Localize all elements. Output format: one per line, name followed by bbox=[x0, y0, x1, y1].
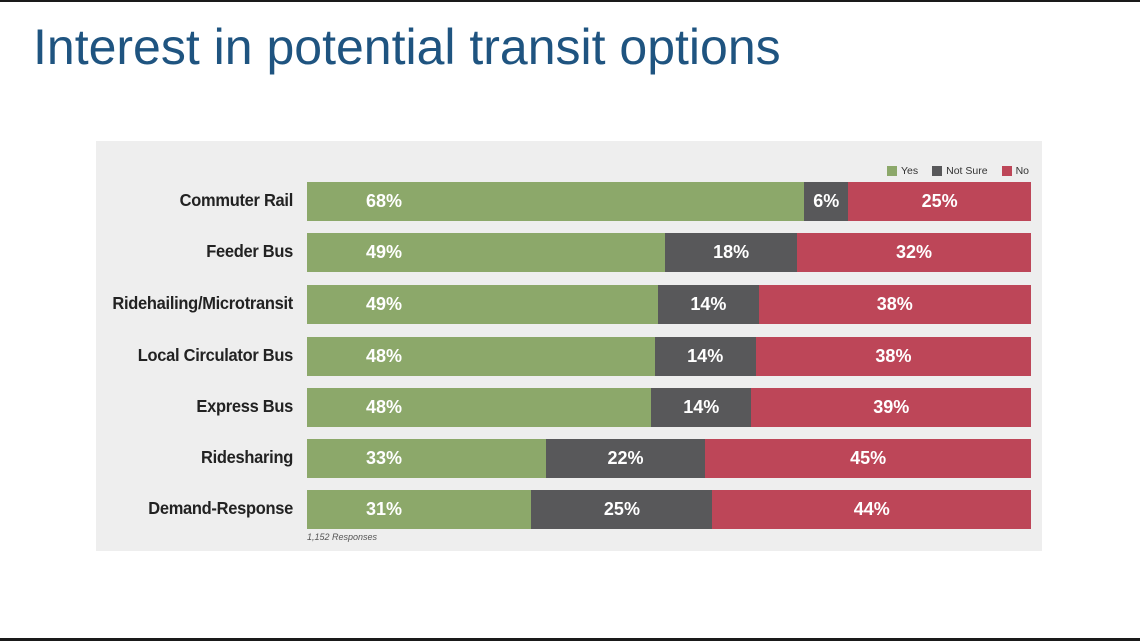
bar-segment-not-sure bbox=[804, 182, 849, 221]
bar-row: 48% 14% 39% bbox=[307, 388, 1031, 427]
bar-row: 48% 14% 38% bbox=[307, 337, 1031, 376]
legend-item-no: No bbox=[1001, 165, 1029, 177]
bar-segment-yes bbox=[307, 285, 659, 324]
bar-segment-no bbox=[751, 388, 1031, 427]
bar-segment-not-sure bbox=[654, 337, 756, 376]
bar-row: 49% 18% 32% bbox=[307, 233, 1031, 272]
legend-swatch bbox=[932, 166, 943, 176]
data-label: 14% bbox=[687, 346, 724, 366]
bar-segment-not-sure bbox=[531, 490, 713, 529]
data-label: 32% bbox=[895, 242, 932, 262]
data-label: 39% bbox=[873, 397, 910, 417]
data-label: 14% bbox=[690, 294, 727, 314]
legend-item-yes: Yes bbox=[886, 165, 919, 177]
bar-segment-not-sure bbox=[651, 388, 752, 427]
category-label: Ridesharing bbox=[201, 447, 293, 467]
data-label: 45% bbox=[850, 448, 887, 468]
category-label: Commuter Rail bbox=[179, 190, 294, 210]
bar-segment-not-sure bbox=[545, 439, 706, 478]
legend-label: Yes bbox=[900, 165, 919, 177]
category-label: Local Circulator Bus bbox=[137, 345, 294, 365]
bar-segment-yes bbox=[307, 388, 652, 427]
category-label: Demand-Response bbox=[148, 498, 293, 518]
bar-row: 68% 6% 25% bbox=[307, 182, 1031, 221]
data-label: 49% bbox=[365, 242, 403, 262]
data-label: 38% bbox=[875, 346, 912, 366]
data-label: 38% bbox=[876, 294, 913, 314]
top-rule bbox=[0, 0, 1140, 2]
bar-segment-no bbox=[758, 285, 1031, 324]
bar-row: 31% 25% 44% bbox=[307, 490, 1031, 529]
data-label: 68% bbox=[365, 191, 403, 211]
legend-swatch bbox=[886, 166, 897, 176]
category-label: Ridehailing/Microtransit bbox=[112, 293, 293, 313]
data-label: 18% bbox=[713, 242, 750, 262]
data-label: 48% bbox=[365, 346, 403, 366]
data-label: 22% bbox=[607, 448, 644, 468]
bar-segment-no bbox=[755, 337, 1031, 376]
bar-segment-yes bbox=[307, 182, 805, 221]
bar-segment-no bbox=[705, 439, 1031, 478]
bar-segment-no bbox=[796, 233, 1031, 272]
bottom-rule bbox=[0, 638, 1140, 641]
bar-segment-no bbox=[848, 182, 1031, 221]
slide-title: Interest in potential transit options bbox=[33, 19, 781, 75]
bar-segment-yes bbox=[307, 490, 532, 529]
data-label: 48% bbox=[365, 397, 403, 417]
data-label: 31% bbox=[365, 499, 403, 519]
data-label: 49% bbox=[365, 294, 403, 314]
legend-swatch bbox=[1001, 166, 1012, 176]
data-label: 33% bbox=[365, 448, 403, 468]
chart-legend: Yes Not Sure No bbox=[873, 165, 1029, 177]
category-label: Express Bus bbox=[196, 396, 293, 416]
bar-row: 49% 14% 38% bbox=[307, 285, 1031, 324]
stacked-bar-chart: Yes Not Sure No 1,152 Responses Commuter R… bbox=[96, 141, 1042, 551]
data-label: 25% bbox=[603, 499, 640, 519]
bar-segment-no bbox=[712, 490, 1031, 529]
bar-segment-not-sure bbox=[658, 285, 759, 324]
data-label: 14% bbox=[683, 397, 720, 417]
bar-segment-yes bbox=[307, 439, 546, 478]
category-label: Feeder Bus bbox=[206, 241, 293, 261]
bar-row: 33% 22% 45% bbox=[307, 439, 1031, 478]
legend-label: Not Sure bbox=[946, 165, 988, 177]
bar-segment-yes bbox=[307, 337, 655, 376]
data-label: 44% bbox=[853, 499, 890, 519]
bar-segment-not-sure bbox=[665, 233, 797, 272]
bar-segment-yes bbox=[307, 233, 666, 272]
legend-label: No bbox=[1015, 165, 1029, 177]
data-label: 6% bbox=[813, 191, 840, 211]
legend-item-not-sure: Not Sure bbox=[932, 165, 988, 177]
responses-footnote: 1,152 Responses bbox=[307, 532, 378, 542]
data-label: 25% bbox=[921, 191, 958, 211]
